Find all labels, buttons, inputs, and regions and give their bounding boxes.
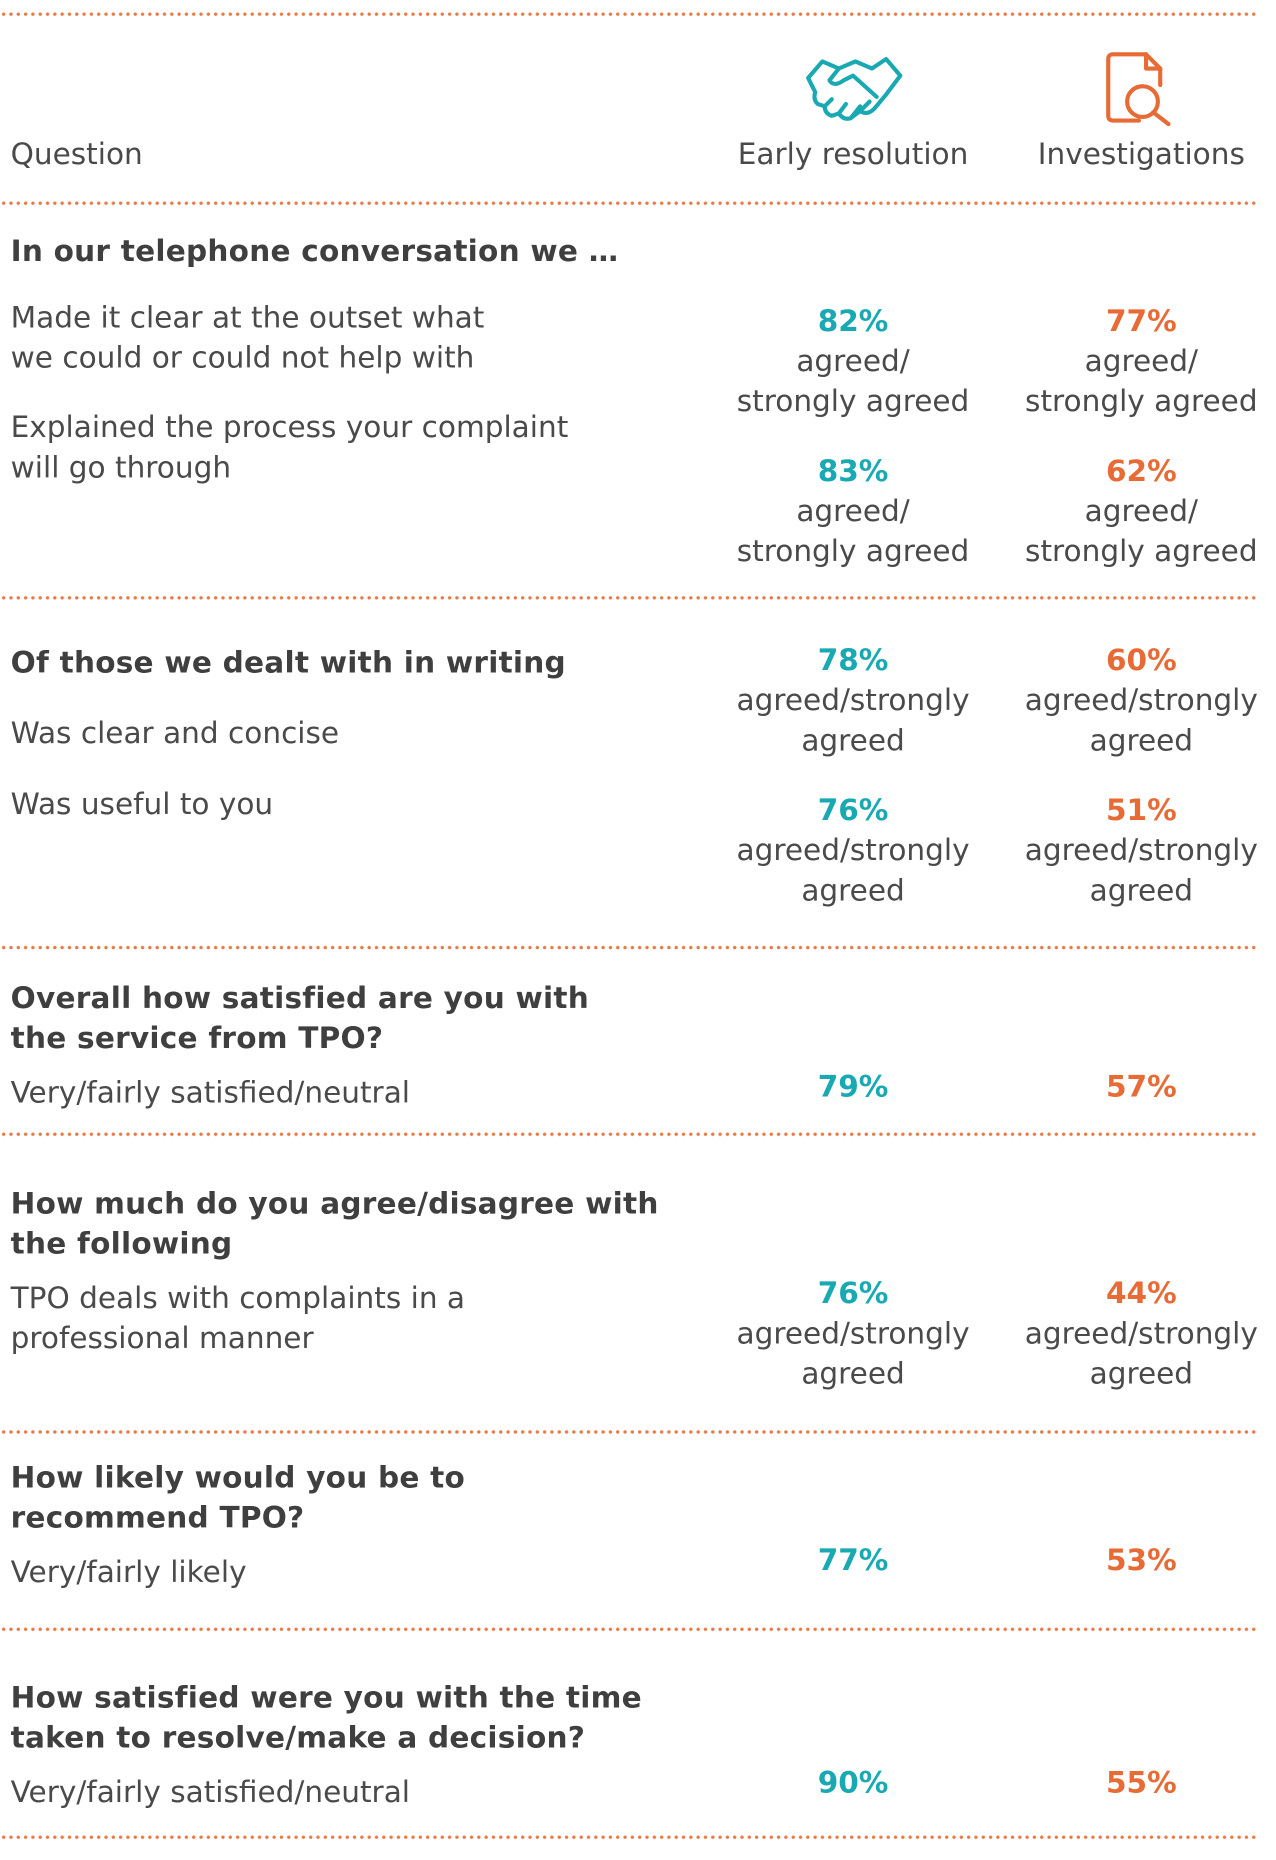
section-heading: the following	[10, 1226, 233, 1261]
question-label: Made it clear at the outset what	[10, 300, 485, 335]
dotted-rule	[0, 595, 1258, 601]
dotted-rule	[0, 11, 1258, 17]
agreement-note: agreed/strongly	[1024, 1316, 1258, 1351]
percentage: 55%	[1105, 1765, 1177, 1800]
agreement-note: agreed/	[1084, 343, 1199, 379]
percentage: 77%	[1105, 303, 1177, 338]
dotted-rule	[0, 200, 1258, 206]
section-heading: How likely would you be to	[10, 1460, 466, 1495]
dotted-rule	[0, 945, 1258, 950]
dotted-rule	[0, 1429, 1258, 1435]
investigation-icon	[1106, 52, 1171, 127]
question-label: Was clear and concise	[10, 715, 340, 751]
agreement-note: agreed	[801, 1356, 905, 1391]
percentage: 90%	[817, 1765, 889, 1800]
agreement-note: strongly agreed	[736, 534, 970, 569]
agreement-note: agreed	[1089, 1356, 1194, 1391]
section-heading: recommend TPO?	[10, 1500, 305, 1535]
agreement-note: agreed	[801, 873, 905, 908]
question-header: Question	[10, 137, 143, 172]
section-heading: How much do you agree/disagree with	[10, 1186, 659, 1221]
percentage: 78%	[817, 642, 889, 677]
percentage: 62%	[1105, 453, 1177, 488]
section-heading: Overall how satisfied are you with	[10, 980, 589, 1015]
handshake-icon	[806, 57, 903, 121]
percentage: 44%	[1105, 1276, 1177, 1311]
agreement-note: agreed	[1089, 723, 1194, 758]
agreement-note: agreed/strongly	[736, 682, 970, 718]
agreement-note: agreed/	[796, 343, 910, 379]
dotted-rule	[0, 1131, 1258, 1137]
column-header: Early resolution	[737, 137, 969, 172]
section-heading: Of those we dealt with in writing	[10, 645, 566, 680]
section-heading: How satisfied were you with the time	[10, 1680, 642, 1715]
percentage: 79%	[817, 1069, 889, 1104]
agreement-note: agreed/strongly	[736, 832, 970, 868]
column-header: Investigations	[1037, 137, 1245, 172]
percentage: 83%	[817, 453, 889, 488]
dotted-rule	[0, 1626, 1258, 1632]
agreement-note: agreed/	[1084, 493, 1199, 529]
section-heading: the service from TPO?	[10, 1020, 384, 1056]
percentage: 76%	[817, 792, 889, 828]
question-label: Very/fairly satisfied/neutral	[10, 1774, 411, 1809]
agreement-note: strongly agreed	[1025, 534, 1258, 569]
question-label: Very/fairly satisfied/neutral	[10, 1075, 411, 1110]
percentage: 51%	[1105, 792, 1177, 828]
agreement-note: agreed/strongly	[736, 1316, 970, 1351]
question-label: Was useful to you	[10, 786, 274, 822]
percentage: 53%	[1105, 1543, 1177, 1578]
question-label: we could or could not help with	[10, 340, 475, 375]
agreement-note: agreed/	[796, 493, 910, 529]
percentage: 82%	[817, 303, 889, 338]
dotted-rule	[0, 1834, 1258, 1840]
section-heading: In our telephone conversation we …	[10, 233, 619, 269]
percentage: 77%	[817, 1543, 889, 1578]
percentage: 60%	[1105, 642, 1177, 677]
agreement-note: strongly agreed	[1025, 383, 1258, 419]
agreement-note: agreed	[801, 723, 905, 758]
agreement-note: agreed	[1089, 873, 1194, 908]
question-label: Explained the process your complaint	[10, 409, 569, 445]
question-label: professional manner	[10, 1320, 314, 1356]
question-label: will go through	[10, 450, 232, 485]
agreement-note: agreed/strongly	[1024, 682, 1258, 718]
section-heading: taken to resolve/make a decision?	[10, 1720, 586, 1755]
percentage: 57%	[1105, 1069, 1177, 1104]
percentage: 76%	[817, 1276, 889, 1311]
question-label: Very/fairly likely	[10, 1554, 247, 1590]
question-label: TPO deals with complaints in a	[10, 1280, 466, 1316]
agreement-note: strongly agreed	[736, 383, 970, 419]
agreement-note: agreed/strongly	[1024, 832, 1258, 868]
